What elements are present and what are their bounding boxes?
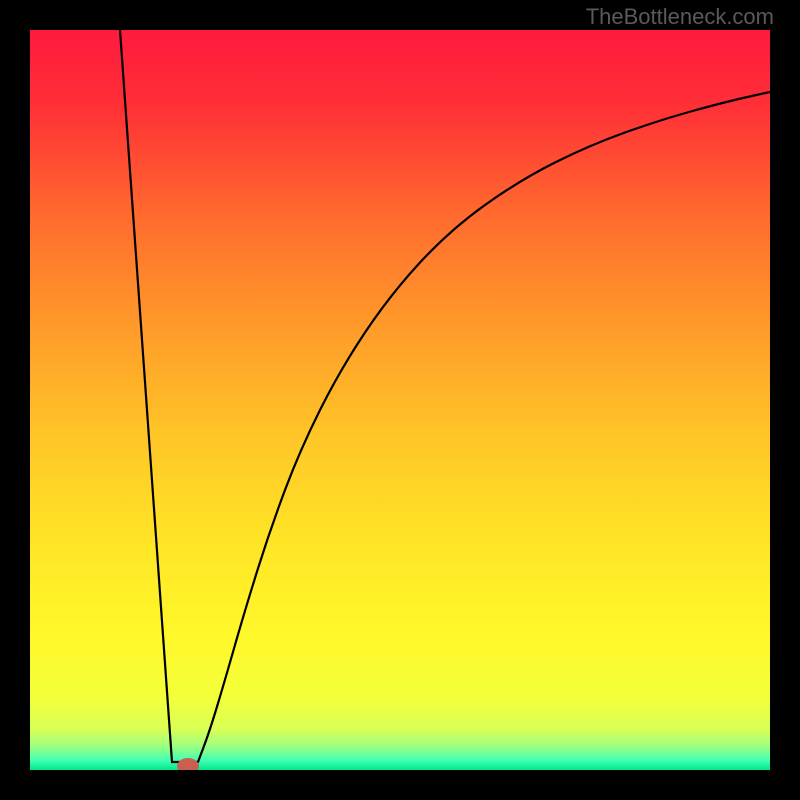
- minimum-marker: [177, 758, 199, 770]
- plot-area: [30, 30, 770, 770]
- bottleneck-curve: [30, 30, 770, 770]
- watermark-text: TheBottleneck.com: [586, 4, 774, 30]
- chart-frame: TheBottleneck.com: [0, 0, 800, 800]
- curve-path: [120, 30, 770, 762]
